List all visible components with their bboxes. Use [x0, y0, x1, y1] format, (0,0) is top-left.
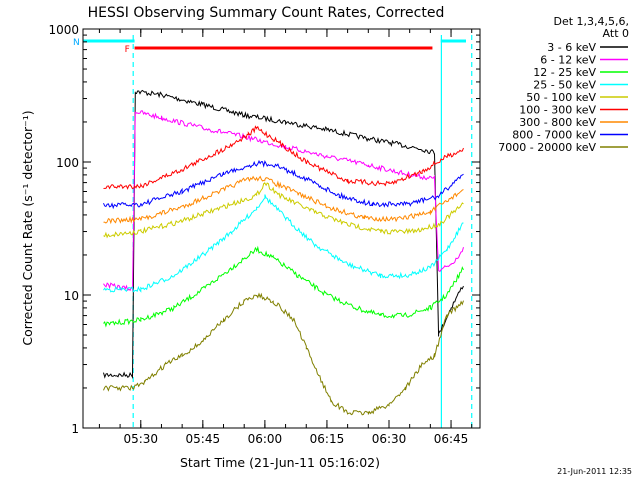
y-tick-label-3: 1000 — [48, 23, 79, 37]
series-lines — [103, 89, 464, 416]
x-tick-label-2: 06:00 — [248, 432, 283, 446]
x-tick-label-3: 06:15 — [310, 432, 345, 446]
legend-label-3: 25 - 50 keV — [533, 79, 596, 92]
series-line-5 — [103, 125, 464, 190]
y-axis-label: Corrected Count Rate (s⁻¹ detector⁻¹) — [20, 110, 35, 345]
y-tick-label-1: 10 — [64, 289, 79, 303]
timestamp: 21-Jun-2011 12:35 — [557, 467, 632, 476]
plot-frame — [82, 28, 481, 429]
series-line-2 — [103, 245, 464, 328]
x-tick-label-0: 05:30 — [123, 432, 158, 446]
series-line-7 — [103, 159, 464, 210]
series-line-4 — [103, 181, 464, 239]
series-line-3 — [103, 194, 464, 293]
legend-label-8: 7000 - 20000 keV — [498, 141, 596, 154]
series-line-6 — [103, 175, 464, 225]
legend-label-1: 6 - 12 keV — [540, 54, 596, 67]
y-tick-label-2: 100 — [56, 156, 79, 170]
x-tick-label-5: 06:45 — [434, 432, 469, 446]
legend-header-line-2: Att 0 — [603, 27, 629, 40]
legend-header-line-1: Det 1,3,4,5,6, — [553, 15, 629, 28]
chart-title: HESSI Observing Summary Count Rates, Cor… — [88, 5, 445, 21]
legend-label-5: 100 - 300 keV — [519, 104, 596, 117]
attenuator-markers — [132, 35, 473, 428]
axis-ticks: 05:30 05:45 06:00 06:15 06:30 06:45 1 10 100 1000 — [48, 23, 480, 446]
legend-label-4: 50 - 100 keV — [526, 91, 596, 104]
flag-bars: FN — [73, 38, 466, 55]
flag-label-1: N — [73, 38, 80, 48]
legend-label-6: 300 - 800 keV — [519, 116, 596, 129]
x-axis-label: Start Time (21-Jun-11 05:16:02) — [180, 455, 380, 470]
legend-label-0: 3 - 6 keV — [547, 41, 596, 54]
flag-label-0: F — [125, 45, 130, 55]
series-line-8 — [103, 292, 464, 416]
x-tick-label-1: 05:45 — [186, 432, 221, 446]
x-tick-label-4: 06:30 — [372, 432, 407, 446]
series-line-1 — [103, 110, 464, 292]
y-tick-label-0: 1 — [71, 422, 79, 436]
series-line-0 — [103, 89, 464, 380]
legend-label-7: 800 - 7000 keV — [512, 129, 596, 142]
legend-label-2: 12 - 25 keV — [533, 66, 596, 79]
